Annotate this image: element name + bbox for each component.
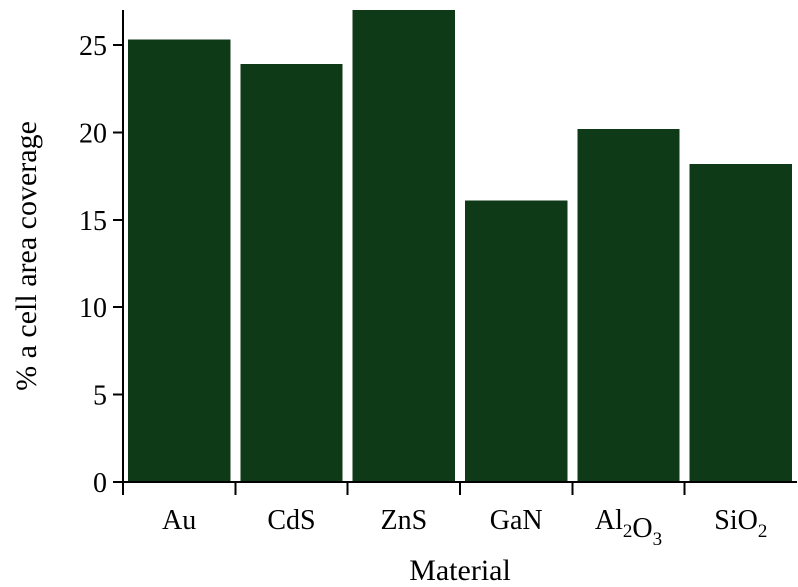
x-tick-label-au: Au bbox=[162, 505, 196, 536]
bar-gan bbox=[465, 200, 568, 482]
x-tick-label-gan: GaN bbox=[490, 505, 543, 536]
y-tick-label: 20 bbox=[79, 118, 107, 149]
y-tick-label: 10 bbox=[79, 293, 107, 324]
bar-al2o3 bbox=[577, 128, 680, 482]
bar-sio2 bbox=[689, 163, 792, 482]
y-tick-label: 15 bbox=[79, 206, 107, 237]
x-tick-label-zns: ZnS bbox=[380, 505, 427, 536]
x-tick-label-al2o3: Al2O3 bbox=[595, 505, 662, 550]
y-tick-label: 25 bbox=[79, 31, 107, 62]
y-tick-label: 0 bbox=[93, 468, 107, 499]
bar-zns bbox=[352, 10, 455, 482]
x-axis-ticks: Au CdS ZnS GaN Al2O3 SiO2 bbox=[122, 482, 767, 550]
y-tick-label: 5 bbox=[93, 381, 107, 412]
y-axis-ticks: 0 5 10 15 20 25 bbox=[79, 31, 123, 499]
x-tick-label-sio2: SiO2 bbox=[714, 505, 767, 542]
bars-group bbox=[128, 10, 792, 483]
bar-cds bbox=[240, 64, 343, 482]
x-axis-label: Material bbox=[409, 554, 511, 587]
x-tick-label-cds: CdS bbox=[267, 505, 315, 536]
y-axis-label: % a cell area coverage bbox=[10, 121, 43, 391]
bar-au bbox=[128, 39, 231, 483]
